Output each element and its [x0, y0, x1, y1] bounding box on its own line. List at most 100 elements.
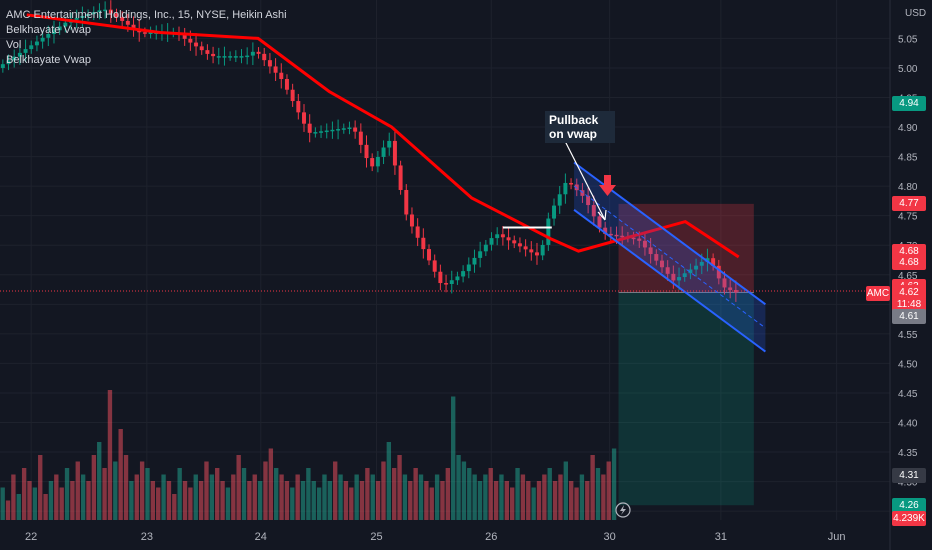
candle-body	[466, 264, 471, 272]
volume-bar	[5, 500, 11, 520]
price-tag: 4.77	[892, 196, 926, 212]
price-tag: 4.68	[892, 255, 926, 271]
candle-body	[478, 251, 483, 258]
candle-body	[500, 234, 505, 238]
volume-bar	[300, 481, 306, 520]
candle-body	[279, 72, 284, 80]
volume-bar	[177, 468, 182, 520]
candle-body	[694, 265, 699, 270]
candle-body	[580, 190, 585, 196]
volume-bar	[483, 474, 488, 520]
volume-bar	[386, 442, 392, 520]
volume-bar	[327, 481, 333, 520]
vwap-path	[26, 13, 740, 259]
volume-bar	[472, 474, 477, 520]
volume-bar	[150, 481, 156, 520]
volume-bar	[241, 468, 247, 520]
candle-body	[557, 194, 562, 206]
legend-title[interactable]: AMC Entertainment Holdings, Inc., 15, NY…	[6, 9, 287, 21]
candle-body	[415, 226, 420, 238]
volume-bar	[461, 461, 467, 520]
candle-body	[284, 79, 289, 90]
candle-body	[296, 101, 301, 113]
volume-bar	[574, 487, 579, 520]
candle-body	[142, 32, 147, 34]
x-tick-label: 31	[715, 531, 727, 543]
volume-bar	[349, 487, 354, 520]
volume-bar	[429, 487, 434, 520]
candle-body	[728, 287, 733, 290]
candle-body	[358, 131, 363, 145]
candle-body	[120, 17, 125, 21]
candle-body	[324, 130, 329, 133]
volume-bar	[493, 481, 499, 520]
volume-bar	[520, 474, 526, 520]
volume-bar	[129, 481, 134, 520]
candle-body	[233, 56, 238, 58]
candle-body	[642, 240, 647, 248]
volume-bar	[64, 468, 70, 520]
volume-bar	[257, 481, 263, 520]
x-tick-label: 26	[485, 531, 497, 543]
candle-body	[290, 89, 295, 102]
candle-body	[17, 52, 22, 57]
stop-loss-zone[interactable]	[618, 203, 754, 293]
candle-body	[80, 16, 85, 18]
legend-indicator-vwap[interactable]: Belkhayate Vwap	[6, 24, 91, 36]
trade-setup[interactable]	[618, 203, 754, 506]
candle-body	[319, 131, 324, 133]
time-axis[interactable]: 22 23 24 25 26 30 31 Jun	[25, 531, 845, 543]
y-tick-label: 4.85	[898, 153, 918, 164]
volume-bar	[370, 474, 375, 520]
candle-body	[546, 218, 551, 245]
y-tick-label: 4.55	[898, 330, 918, 341]
volume-bar	[552, 481, 558, 520]
price-tag: 4.68	[892, 243, 926, 259]
legend-indicator-vwap-2[interactable]: Belkhayate Vwap	[6, 54, 91, 66]
candle-body	[682, 273, 687, 278]
volume-bar	[274, 468, 279, 520]
candle-body	[608, 233, 613, 236]
candle-body	[256, 51, 261, 54]
volume-bar	[268, 448, 274, 520]
price-tag: 4.26	[892, 497, 926, 513]
legend-indicator-vol[interactable]: Vol	[6, 39, 22, 51]
candle-body	[239, 56, 244, 58]
volume-bar	[107, 390, 113, 520]
candle-body	[313, 132, 318, 134]
take-profit-zone[interactable]	[618, 292, 754, 506]
volume-bar	[145, 468, 150, 520]
candle-body	[392, 140, 397, 166]
volume-bar	[456, 455, 461, 520]
candle-body	[404, 189, 409, 215]
volume-bar	[445, 468, 451, 520]
volume-bar	[59, 487, 64, 520]
y-tick-label: 4.35	[898, 448, 918, 459]
y-tick-label: 5.05	[898, 34, 918, 45]
candle-body	[199, 46, 204, 51]
volume-bar	[408, 481, 413, 520]
y-tick-label: 5.00	[898, 64, 918, 75]
candle-body	[534, 252, 539, 256]
volume-bar	[27, 481, 32, 520]
candle-body	[597, 216, 602, 228]
candle-body	[677, 277, 682, 281]
candle-body	[552, 205, 557, 219]
volume-bar	[11, 474, 16, 520]
volume-bar	[236, 455, 241, 520]
volume-bar	[21, 468, 27, 520]
candle-body	[586, 195, 591, 206]
volume-bar	[510, 487, 515, 520]
lightning-icon[interactable]	[615, 502, 631, 518]
volume-bar	[123, 455, 129, 520]
candle-body	[63, 22, 68, 27]
volume-bar	[306, 468, 311, 520]
candle-body	[370, 158, 375, 167]
candle-body	[540, 244, 545, 256]
volume-bar	[38, 455, 43, 520]
channel-lower[interactable]	[573, 208, 766, 353]
volume-bar	[91, 455, 97, 520]
volume-bar	[381, 461, 386, 520]
pullback-annotation[interactable]: Pullback on vwap	[545, 111, 615, 143]
